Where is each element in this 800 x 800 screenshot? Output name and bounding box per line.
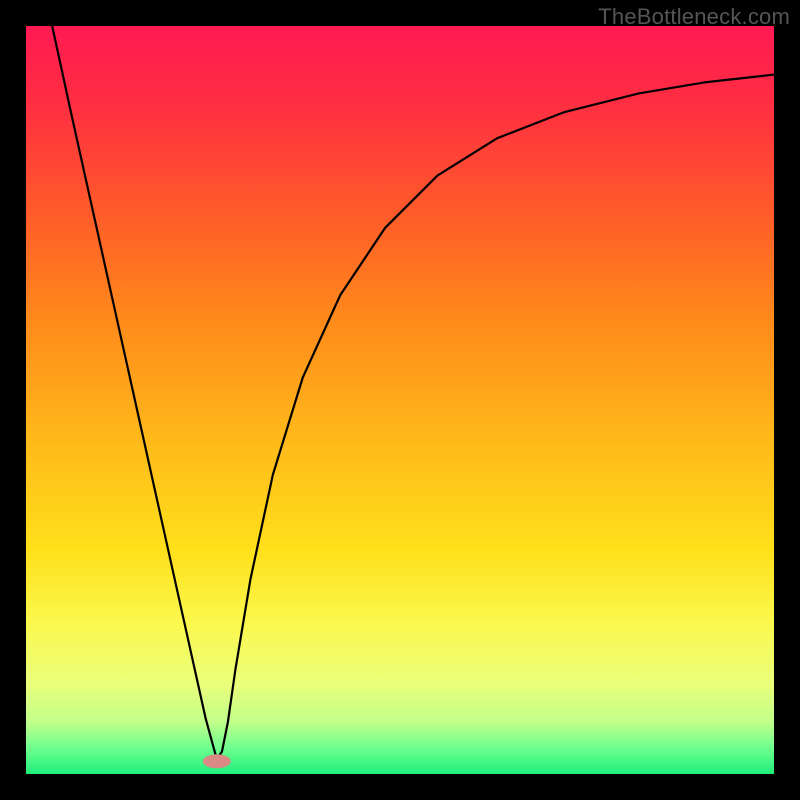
chart-container: TheBottleneck.com bbox=[0, 0, 800, 800]
chart-background bbox=[26, 26, 774, 774]
min-marker bbox=[203, 754, 231, 768]
chart-svg bbox=[0, 0, 800, 800]
watermark-text: TheBottleneck.com bbox=[598, 4, 790, 30]
